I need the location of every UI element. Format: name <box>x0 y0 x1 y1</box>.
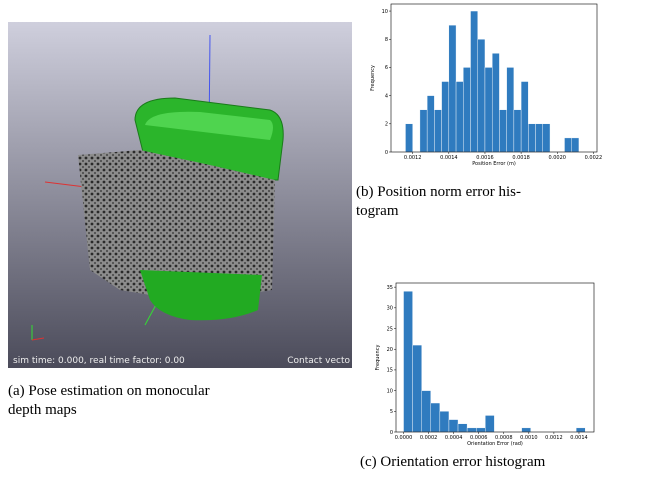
bar <box>528 124 535 152</box>
bar <box>564 138 571 152</box>
render-panel: sim time: 0.000, real time factor: 0.00 … <box>8 22 352 368</box>
bar <box>543 124 550 152</box>
bar <box>471 11 478 152</box>
bar <box>420 110 427 152</box>
x-tick-label: 0.0012 <box>545 435 563 441</box>
y-tick-label: 30 <box>387 306 393 312</box>
bar <box>572 138 579 152</box>
y-axis-label: Frequency <box>375 345 381 371</box>
bar <box>449 420 458 432</box>
bar <box>427 96 434 152</box>
bar <box>521 82 528 152</box>
x-tick-label: 0.0002 <box>420 435 438 441</box>
caption-a: (a) Pose estimation on monocular <box>8 383 210 399</box>
bar <box>442 82 449 152</box>
bar <box>422 391 431 432</box>
x-tick-label: 0.0014 <box>440 155 458 161</box>
bar <box>536 124 543 152</box>
y-tick-label: 4 <box>385 93 388 99</box>
bar <box>485 415 494 432</box>
y-tick-label: 15 <box>387 368 393 374</box>
bar <box>413 345 422 432</box>
y-tick-label: 5 <box>390 409 393 415</box>
bar <box>522 428 531 432</box>
x-tick-label: 0.0020 <box>548 155 566 161</box>
x-tick-label: 0.0004 <box>445 435 463 441</box>
bar <box>449 25 456 152</box>
y-tick-label: 0 <box>385 150 388 156</box>
bar <box>458 424 467 432</box>
bar <box>476 428 485 432</box>
caption-a: depth maps <box>8 402 77 418</box>
x-axis-label: Orientation Error (rad) <box>467 441 523 447</box>
status-right: Contact vecto <box>287 356 350 366</box>
bar <box>463 67 470 152</box>
status-left: sim time: 0.000, real time factor: 0.00 <box>13 356 185 366</box>
bar <box>405 124 412 152</box>
bar <box>514 110 521 152</box>
x-tick-label: 0.0022 <box>585 155 603 161</box>
y-tick-label: 20 <box>387 347 393 353</box>
y-axis-label: Frequency <box>370 65 376 91</box>
y-tick-label: 10 <box>382 9 388 15</box>
y-tick-label: 0 <box>390 430 393 436</box>
figure: sim time: 0.000, real time factor: 0.00 … <box>0 0 661 488</box>
y-tick-label: 10 <box>387 388 393 394</box>
bar <box>431 403 440 432</box>
y-tick-label: 6 <box>385 65 388 71</box>
caption-b: (b) Position norm error his- <box>356 184 521 200</box>
bar <box>467 428 476 432</box>
x-tick-label: 0.0014 <box>570 435 588 441</box>
y-tick-label: 8 <box>385 37 388 43</box>
bar <box>499 110 506 152</box>
x-tick-label: 0.0012 <box>404 155 422 161</box>
bar <box>456 82 463 152</box>
bar <box>485 67 492 152</box>
bar <box>576 428 585 432</box>
x-axis-label: Position Error (m) <box>472 161 516 167</box>
bar <box>492 53 499 152</box>
bar <box>507 67 514 152</box>
bar <box>404 291 413 432</box>
bar <box>478 39 485 152</box>
bar <box>440 411 449 432</box>
bar <box>434 110 441 152</box>
y-tick-label: 25 <box>387 326 393 332</box>
y-tick-label: 35 <box>387 285 393 291</box>
caption-b: togram <box>356 203 399 219</box>
x-tick-label: 0.0000 <box>395 435 413 441</box>
y-tick-label: 2 <box>385 122 388 128</box>
caption-c: (c) Orientation error histogram <box>360 454 546 470</box>
